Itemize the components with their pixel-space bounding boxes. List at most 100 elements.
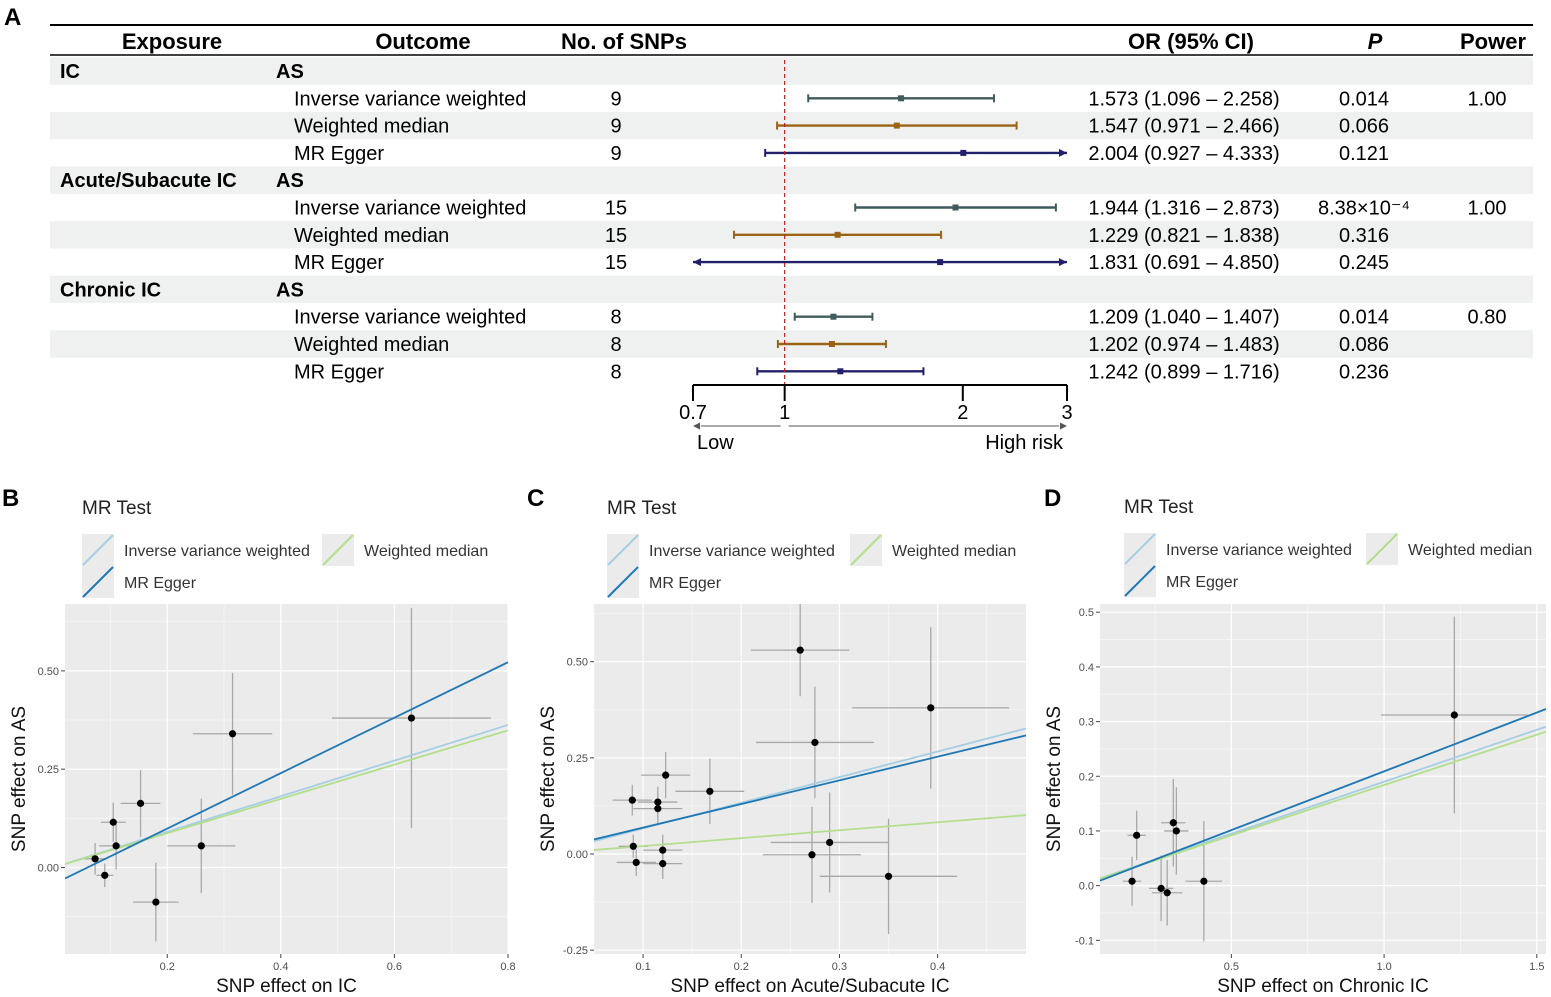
outcome-label: AS xyxy=(276,279,304,301)
legend-item: MR Egger xyxy=(607,566,722,598)
or-ci-text: 2.004 (0.927 – 4.333) xyxy=(1088,143,1279,165)
x-tick-label: 1.0 xyxy=(1376,961,1391,973)
point-estimate xyxy=(893,122,900,129)
mr-regression-line xyxy=(1100,725,1546,880)
mr-regression-line xyxy=(65,724,508,865)
legend-label: MR Egger xyxy=(1166,574,1239,591)
or-ci-text: 1.229 (0.821 – 1.838) xyxy=(1088,225,1279,247)
y-axis-title: SNP effect on AS xyxy=(1044,706,1065,852)
method-label: Weighted median xyxy=(294,334,449,356)
low-risk-label: Low xyxy=(697,432,734,454)
panel-label-a: A xyxy=(4,4,21,31)
x-tick-label: 0.2 xyxy=(734,961,749,973)
mr-regression-line xyxy=(1100,730,1546,880)
legend-key-line xyxy=(850,534,882,566)
legend-item: MR Egger xyxy=(1124,565,1239,597)
y-tick-label: 0.00 xyxy=(567,849,588,861)
legend-item: MR Egger xyxy=(82,566,197,598)
point-estimate xyxy=(837,368,844,375)
legend-key-line xyxy=(82,534,114,566)
y-tick-label: 0.3 xyxy=(1079,717,1094,729)
row-band xyxy=(50,166,1533,194)
legend-item: Inverse variance weighted xyxy=(82,534,310,566)
data-point xyxy=(1133,831,1141,839)
method-label: Weighted median xyxy=(294,225,449,247)
mr-regression-line xyxy=(594,814,1026,851)
plot-background xyxy=(1100,604,1546,954)
data-point xyxy=(654,805,662,813)
data-point xyxy=(1157,884,1165,892)
axis-tick-label: 1 xyxy=(779,402,790,424)
data-point xyxy=(808,851,816,859)
x-tick-label: 0.5 xyxy=(1224,961,1239,973)
header-snps: No. of SNPs xyxy=(561,29,687,54)
or-ci-text: 1.547 (0.971 – 2.466) xyxy=(1088,116,1279,138)
data-point xyxy=(927,704,935,712)
snp-count: 15 xyxy=(605,198,627,220)
data-point xyxy=(628,796,636,804)
data-point xyxy=(662,771,670,779)
legend-title: MR Test xyxy=(1124,497,1194,518)
power-value: 0.80 xyxy=(1468,307,1507,329)
legend-label: MR Egger xyxy=(649,575,722,592)
point-estimate xyxy=(937,259,944,266)
scatter-panel-d: D MR Test Inverse variance weighted Weight… xyxy=(1044,485,1546,997)
method-label: Inverse variance weighted xyxy=(294,198,526,220)
x-tick-label: 0.1 xyxy=(635,961,650,973)
point-estimate xyxy=(828,341,835,347)
power-value: 1.00 xyxy=(1468,198,1507,220)
outcome-label: AS xyxy=(276,61,304,83)
plot-area xyxy=(1100,616,1546,942)
data-point xyxy=(811,738,819,747)
forest-rows: IC AS Inverse variance weighted 9 1.573 (1.0… xyxy=(60,61,1506,383)
header-or: OR (95% CI) xyxy=(1128,29,1254,54)
x-tick-label: 0.4 xyxy=(930,961,945,973)
legend-key-line xyxy=(1124,565,1156,597)
forest-axis: 0.7 1 2 3 Low High risk xyxy=(679,60,1073,454)
y-tick-label: 0.25 xyxy=(567,753,588,765)
data-point xyxy=(152,898,160,906)
x-tick-label: 0.3 xyxy=(832,961,847,973)
x-tick-label: 0.2 xyxy=(160,961,175,973)
exposure-label: IC xyxy=(60,61,80,83)
x-axis-title: SNP effect on Chronic IC xyxy=(1217,976,1429,997)
legend-key-line xyxy=(607,566,639,598)
data-point xyxy=(407,714,416,722)
p-value: 0.086 xyxy=(1339,334,1389,356)
row-band xyxy=(50,57,1533,85)
data-point xyxy=(197,842,205,850)
y-tick-label: 0.50 xyxy=(567,657,588,669)
point-estimate xyxy=(834,231,841,238)
method-label: MR Egger xyxy=(294,361,384,383)
y-tick-label: 0.0 xyxy=(1079,881,1094,893)
plot-background xyxy=(65,604,508,954)
ci-arrow-right xyxy=(1059,258,1067,267)
p-value: 0.245 xyxy=(1339,252,1389,274)
exposure-label: Chronic IC xyxy=(60,279,161,301)
y-tick-label: 0.50 xyxy=(38,666,59,678)
snp-count: 9 xyxy=(610,88,621,110)
p-value: 0.121 xyxy=(1339,143,1389,165)
data-point xyxy=(659,846,667,854)
header-outcome: Outcome xyxy=(375,29,470,54)
legend-item: Inverse variance weighted xyxy=(607,534,835,566)
panel-label-c: C xyxy=(527,485,544,512)
data-point xyxy=(659,860,667,868)
ci-arrow-right xyxy=(1059,148,1067,157)
axis-tick-label: 0.7 xyxy=(679,402,707,424)
data-point xyxy=(632,858,640,867)
legend-item: Weighted median xyxy=(1366,533,1532,565)
legend-key-line xyxy=(1124,533,1156,565)
data-point xyxy=(91,855,99,863)
legend-item: Weighted median xyxy=(322,534,488,566)
mr-regression-line xyxy=(1100,708,1546,882)
scatter-panel-b: B MR Test Inverse variance weighted Weight… xyxy=(2,485,516,997)
snp-count: 8 xyxy=(610,334,621,356)
x-tick-label: 1.5 xyxy=(1529,961,1544,973)
point-estimate xyxy=(898,95,905,102)
x-axis-title: SNP effect on IC xyxy=(216,976,357,997)
snp-count: 8 xyxy=(610,307,621,329)
data-point xyxy=(112,842,120,850)
y-axis-title: SNP effect on AS xyxy=(538,706,559,852)
header-power: Power xyxy=(1460,29,1526,54)
